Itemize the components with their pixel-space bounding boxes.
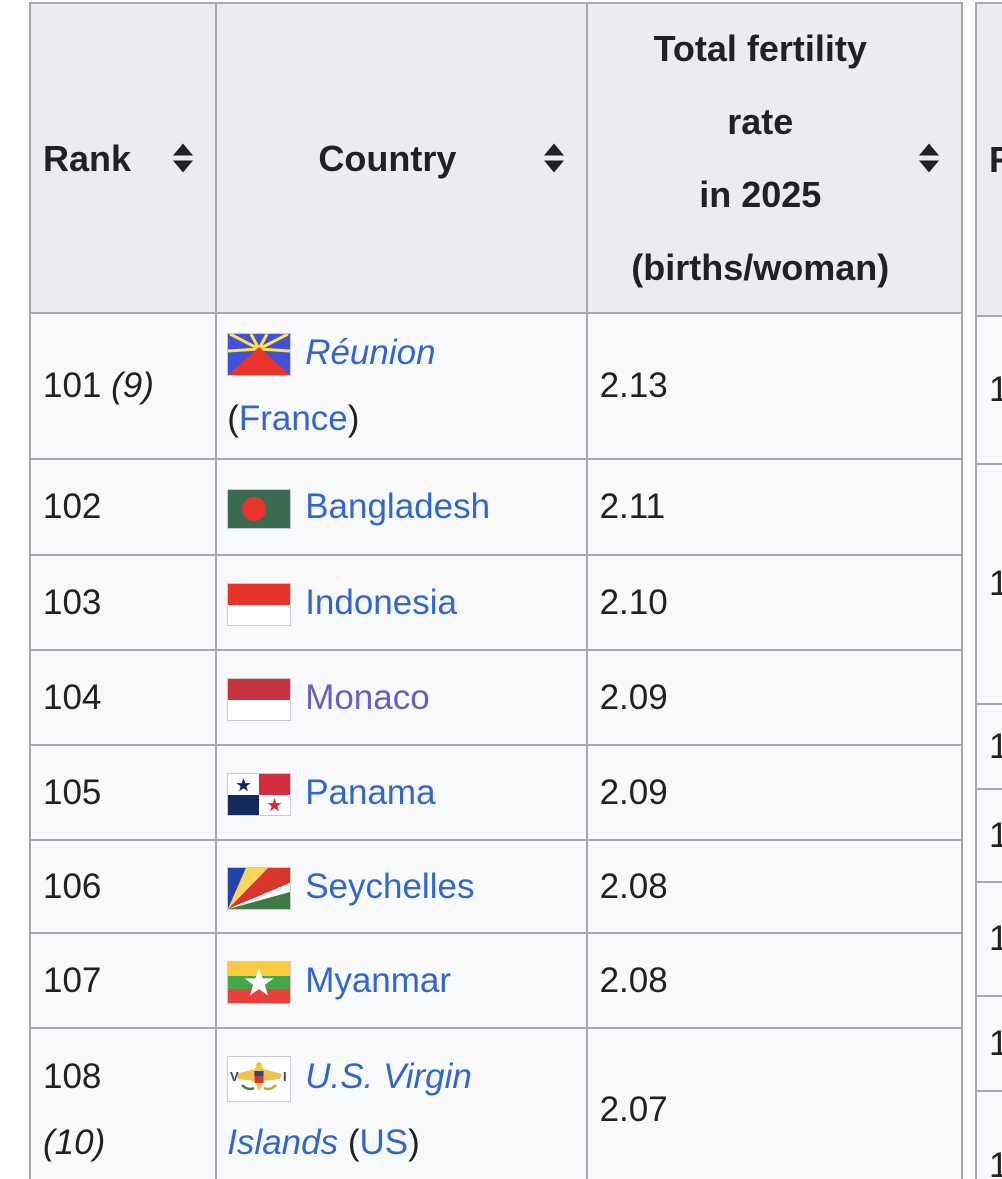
myanmar-flag: [227, 960, 292, 1004]
reunion-flag: [227, 333, 292, 377]
rank-cell: 1: [975, 1090, 1002, 1179]
rank-note: (9): [111, 366, 154, 405]
svg-text:I: I: [283, 1069, 287, 1084]
rank-cell: 108 (10): [28, 1027, 218, 1179]
sort-up-arrow-icon: [173, 143, 194, 156]
country-link[interactable]: Réunion: [305, 333, 436, 372]
table-row: 105 Panama 2.09: [28, 744, 964, 841]
country-link[interactable]: U.S. Virgin Islands: [227, 1057, 472, 1162]
rank-cell: 102: [28, 458, 218, 556]
table-row: 1: [975, 881, 1002, 997]
rank-column-header[interactable]: Rank: [975, 2, 1002, 317]
sort-up-arrow-icon: [543, 143, 564, 156]
sort-up-arrow-icon: [919, 143, 939, 156]
sort-down-arrow-icon: [919, 160, 939, 173]
sort-down-arrow-icon: [543, 160, 564, 173]
sovereign-state-link[interactable]: US: [359, 1123, 409, 1162]
sovereign-state-link[interactable]: France: [238, 399, 348, 438]
tfr-value: 2.08: [585, 839, 964, 934]
rank-note: (10): [43, 1123, 106, 1162]
table-row: 102 Bangladesh 2.11: [28, 458, 964, 556]
tfr-header-line: (births/woman): [631, 247, 890, 288]
country-cell: Indonesia: [215, 554, 588, 651]
country-header-label: Country: [318, 137, 457, 179]
sort-down-arrow-icon: [173, 160, 194, 173]
country-cell: V I U.S. Virgin Islands (US): [215, 1027, 588, 1179]
panama-flag: [227, 772, 292, 816]
rank-header-label: Rank: [989, 139, 1002, 180]
paren-close: ): [408, 1123, 420, 1162]
paren-open: (: [347, 1123, 360, 1162]
rank-cell: 105: [28, 744, 218, 841]
table-header-row: Rank: [975, 2, 1002, 317]
rank-cell: 107: [28, 932, 218, 1029]
sort-icon[interactable]: [919, 143, 939, 173]
table-row: 104 Monaco 2.09: [28, 649, 964, 746]
rank-column-header[interactable]: Rank: [28, 2, 218, 314]
rank-cell: 1: [975, 703, 1002, 790]
country-link[interactable]: Bangladesh: [305, 487, 491, 526]
next-column-table: Rank 1 1 1 1 1 1 1: [975, 2, 1002, 1179]
table-row: 103 Indonesia 2.10: [28, 554, 964, 651]
fertility-rate-table: Rank Country Total fertility rate in 202…: [28, 2, 964, 1179]
country-column-header[interactable]: Country: [215, 2, 588, 314]
country-link[interactable]: Seychelles: [305, 866, 475, 906]
tfr-header-line: rate: [727, 101, 794, 142]
tfr-value: 2.13: [585, 312, 964, 460]
table-row: 1: [975, 1090, 1002, 1179]
bangladesh-flag: [227, 488, 292, 529]
country-cell: Réunion (France): [215, 312, 588, 460]
country-cell: Myanmar: [215, 932, 588, 1029]
rank-cell: 1: [975, 315, 1002, 465]
paren-close: ): [347, 399, 360, 438]
tfr-value: 2.09: [585, 649, 964, 746]
tfr-value: 2.09: [585, 744, 964, 841]
sort-icon[interactable]: [543, 143, 564, 173]
seychelles-flag: [227, 866, 292, 910]
rank-cell: 1: [975, 881, 1002, 997]
country-link[interactable]: Myanmar: [305, 960, 452, 1000]
tfr-value: 2.08: [585, 932, 964, 1029]
rank-header-label: Rank: [43, 137, 132, 179]
tfr-value: 2.11: [585, 458, 964, 556]
rank-cell: 104: [28, 649, 218, 746]
country-cell: Bangladesh: [215, 458, 588, 556]
tfr-header-line: in 2025: [699, 174, 822, 215]
paren-open: (: [227, 399, 239, 438]
rank-cell: 101 (9): [28, 312, 218, 460]
monaco-flag: [227, 677, 292, 721]
table-header-row: Rank Country Total fertility rate in 202…: [28, 2, 964, 314]
rank-cell: 1: [975, 788, 1002, 883]
rank-cell: 106: [28, 839, 218, 934]
rank-cell: 1: [975, 463, 1002, 705]
table-row: 107 Myanmar 2.08: [28, 932, 964, 1029]
table-row: 1: [975, 703, 1002, 790]
table-row: 108 (10) V I U.S. Virgin Islands (US) 2.07: [28, 1027, 964, 1179]
sort-icon[interactable]: [173, 143, 194, 173]
tfr-value: 2.10: [585, 554, 964, 651]
table-row: 101 (9) Réunion (France) 2.13: [28, 312, 964, 460]
table-row: 106 Seychelles 2.08: [28, 839, 964, 934]
svg-text:V: V: [230, 1069, 239, 1084]
table-row: 1: [975, 315, 1002, 465]
country-cell: Seychelles: [215, 839, 588, 934]
table-row: 1: [975, 463, 1002, 705]
country-link[interactable]: Panama: [305, 772, 436, 812]
country-link[interactable]: Indonesia: [305, 582, 457, 622]
table-row: 1: [975, 788, 1002, 883]
table-row: 1: [975, 995, 1002, 1092]
country-cell: Panama: [215, 744, 588, 841]
tfr-value: 2.07: [585, 1027, 964, 1179]
tfr-column-header[interactable]: Total fertility rate in 2025 (births/wom…: [585, 2, 964, 314]
tfr-header-line: Total fertility: [653, 28, 867, 69]
rank-cell: 1: [975, 995, 1002, 1092]
rank-cell: 103: [28, 554, 218, 651]
country-link[interactable]: Monaco: [305, 677, 430, 717]
indonesia-flag: [227, 582, 292, 626]
country-cell: Monaco: [215, 649, 588, 746]
